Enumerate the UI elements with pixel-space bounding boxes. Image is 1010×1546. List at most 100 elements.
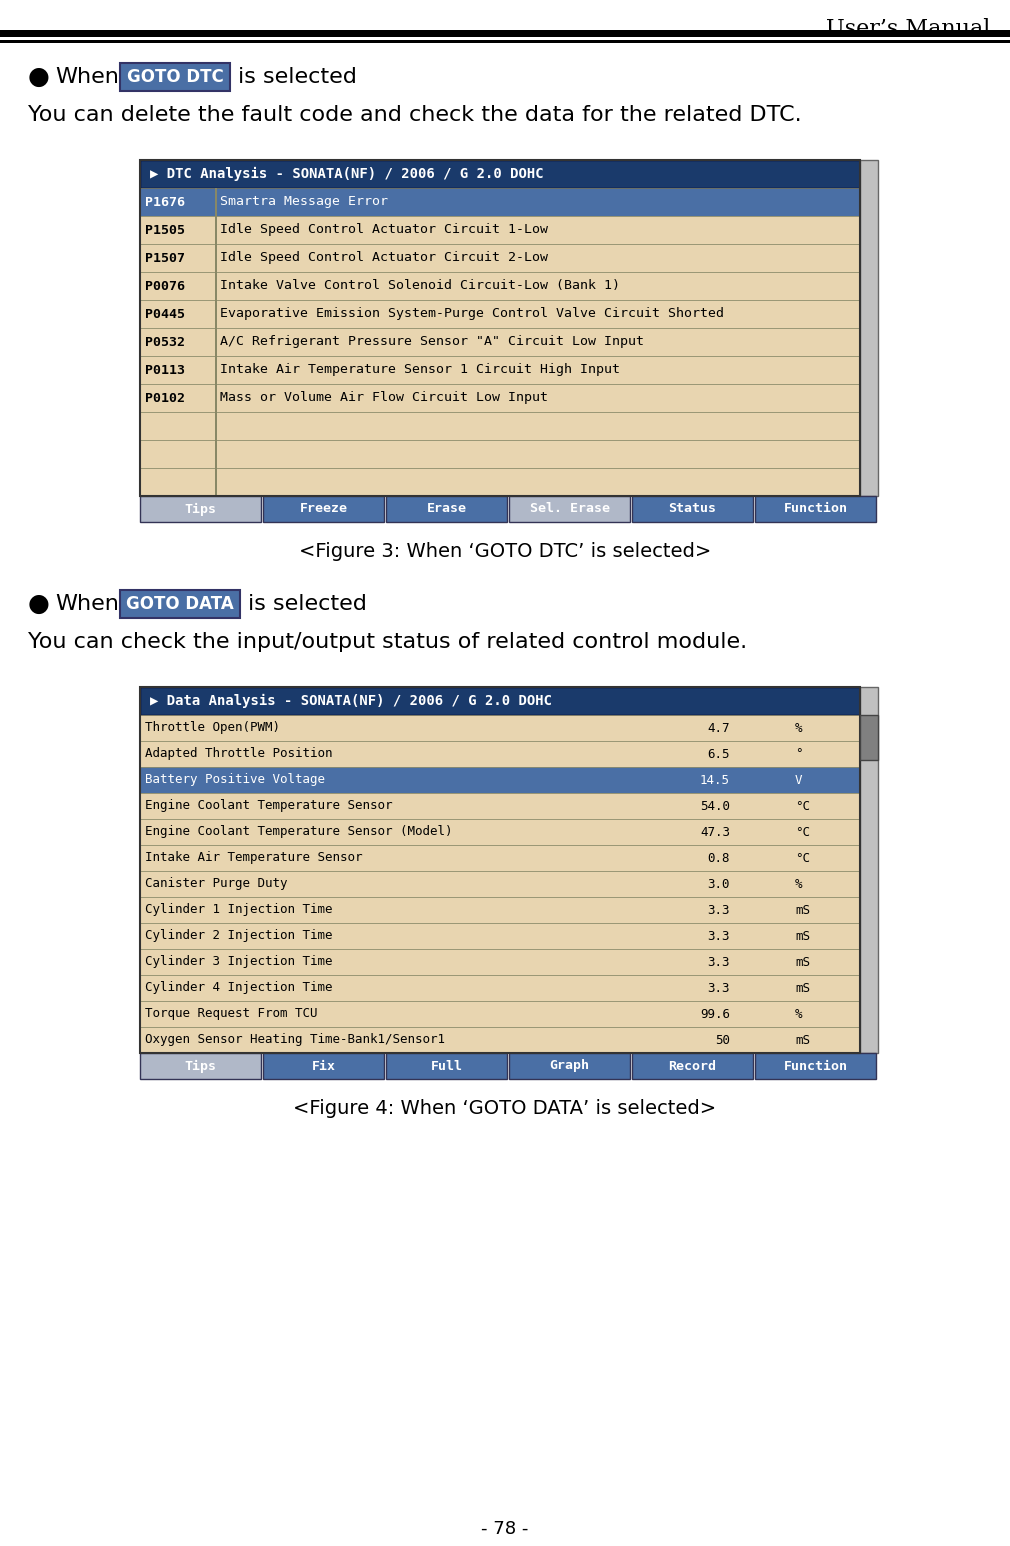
- Text: P0102: P0102: [145, 391, 185, 405]
- Text: Torque Request From TCU: Torque Request From TCU: [145, 1008, 317, 1020]
- Text: Tips: Tips: [185, 502, 216, 515]
- Text: ▶ Data Analysis - SONATA(NF) / 2006 / G 2.0 DOHC: ▶ Data Analysis - SONATA(NF) / 2006 / G …: [150, 694, 552, 708]
- Text: Idle Speed Control Actuator Circuit 1-Low: Idle Speed Control Actuator Circuit 1-Lo…: [220, 224, 548, 237]
- Bar: [140, 846, 860, 870]
- Bar: [263, 496, 384, 523]
- Text: °C: °C: [795, 852, 810, 864]
- Bar: [140, 870, 860, 897]
- Text: P1505: P1505: [145, 224, 185, 237]
- Text: P0532: P0532: [145, 335, 185, 348]
- Text: Tips: Tips: [185, 1059, 216, 1073]
- Text: mS: mS: [795, 903, 810, 917]
- Bar: [140, 356, 860, 383]
- Text: Idle Speed Control Actuator Circuit 2-Low: Idle Speed Control Actuator Circuit 2-Lo…: [220, 252, 548, 264]
- Text: When: When: [55, 594, 119, 614]
- Bar: [140, 1000, 860, 1027]
- Text: Intake Valve Control Solenoid Circuit-Low (Bank 1): Intake Valve Control Solenoid Circuit-Lo…: [220, 280, 620, 292]
- Text: is selected: is selected: [248, 594, 367, 614]
- Text: ●: ●: [28, 592, 49, 615]
- Bar: [860, 714, 878, 761]
- Text: Freeze: Freeze: [300, 502, 347, 515]
- Text: Cylinder 4 Injection Time: Cylinder 4 Injection Time: [145, 982, 332, 994]
- Bar: [140, 1053, 261, 1079]
- Text: %: %: [795, 722, 803, 734]
- Text: 0.8: 0.8: [707, 852, 730, 864]
- Text: Evaporative Emission System-Purge Control Valve Circuit Shorted: Evaporative Emission System-Purge Contro…: [220, 308, 724, 320]
- Text: 3.0: 3.0: [707, 878, 730, 890]
- Bar: [140, 159, 860, 496]
- Bar: [140, 819, 860, 846]
- Text: Fix: Fix: [311, 1059, 335, 1073]
- Bar: [140, 189, 860, 216]
- Text: A/C Refrigerant Pressure Sensor "A" Circuit Low Input: A/C Refrigerant Pressure Sensor "A" Circ…: [220, 335, 644, 348]
- Text: ▶ DTC Analysis - SONATA(NF) / 2006 / G 2.0 DOHC: ▶ DTC Analysis - SONATA(NF) / 2006 / G 2…: [150, 167, 543, 181]
- Bar: [140, 300, 860, 328]
- Bar: [140, 897, 860, 923]
- Bar: [140, 767, 860, 793]
- Text: P1676: P1676: [145, 195, 185, 209]
- Bar: [140, 976, 860, 1000]
- Text: Sel. Erase: Sel. Erase: [529, 502, 609, 515]
- Bar: [140, 949, 860, 976]
- Text: Intake Air Temperature Sensor 1 Circuit High Input: Intake Air Temperature Sensor 1 Circuit …: [220, 363, 620, 377]
- Text: GOTO DTC: GOTO DTC: [126, 68, 223, 87]
- Bar: [0, 29, 1010, 37]
- Text: 6.5: 6.5: [707, 748, 730, 761]
- Text: Engine Coolant Temperature Sensor: Engine Coolant Temperature Sensor: [145, 799, 393, 813]
- Text: 14.5: 14.5: [700, 773, 730, 787]
- Text: mS: mS: [795, 982, 810, 994]
- Bar: [140, 383, 860, 411]
- Text: 3.3: 3.3: [707, 903, 730, 917]
- Text: Mass or Volume Air Flow Circuit Low Input: Mass or Volume Air Flow Circuit Low Inpu…: [220, 391, 548, 405]
- Bar: [0, 40, 1010, 43]
- Bar: [632, 1053, 753, 1079]
- Bar: [140, 441, 860, 468]
- Bar: [509, 1053, 630, 1079]
- Text: 4.7: 4.7: [707, 722, 730, 734]
- Bar: [140, 741, 860, 767]
- Text: 47.3: 47.3: [700, 826, 730, 838]
- Text: 3.3: 3.3: [707, 982, 730, 994]
- Bar: [755, 1053, 876, 1079]
- Text: Graph: Graph: [549, 1059, 590, 1073]
- Text: Engine Coolant Temperature Sensor (Model): Engine Coolant Temperature Sensor (Model…: [145, 826, 452, 838]
- Text: Function: Function: [784, 1059, 847, 1073]
- Bar: [755, 496, 876, 523]
- Text: P0113: P0113: [145, 363, 185, 377]
- Text: Canister Purge Duty: Canister Purge Duty: [145, 878, 288, 890]
- Bar: [140, 244, 860, 272]
- Bar: [140, 411, 860, 441]
- Bar: [386, 496, 507, 523]
- Text: V: V: [795, 773, 803, 787]
- Text: Full: Full: [430, 1059, 463, 1073]
- Text: %: %: [795, 878, 803, 890]
- Bar: [140, 923, 860, 949]
- Bar: [263, 1053, 384, 1079]
- Text: P1507: P1507: [145, 252, 185, 264]
- Text: - 78 -: - 78 -: [482, 1520, 528, 1538]
- Text: You can check the input/output status of related control module.: You can check the input/output status of…: [28, 632, 747, 652]
- Bar: [140, 468, 860, 496]
- Text: P0445: P0445: [145, 308, 185, 320]
- Text: 50: 50: [715, 1033, 730, 1047]
- Text: Intake Air Temperature Sensor: Intake Air Temperature Sensor: [145, 852, 363, 864]
- Text: 3.3: 3.3: [707, 929, 730, 943]
- Text: 99.6: 99.6: [700, 1008, 730, 1020]
- Text: Record: Record: [669, 1059, 716, 1073]
- Bar: [386, 1053, 507, 1079]
- Text: %: %: [795, 1008, 803, 1020]
- Bar: [140, 714, 860, 741]
- Text: °C: °C: [795, 826, 810, 838]
- Text: When: When: [55, 66, 119, 87]
- Text: Battery Positive Voltage: Battery Positive Voltage: [145, 773, 325, 787]
- Text: is selected: is selected: [238, 66, 357, 87]
- Bar: [140, 1027, 860, 1053]
- Bar: [140, 496, 261, 523]
- Text: Oxygen Sensor Heating Time-Bank1/Sensor1: Oxygen Sensor Heating Time-Bank1/Sensor1: [145, 1033, 445, 1047]
- Text: Cylinder 1 Injection Time: Cylinder 1 Injection Time: [145, 903, 332, 917]
- Text: Cylinder 3 Injection Time: Cylinder 3 Injection Time: [145, 955, 332, 968]
- Text: °C: °C: [795, 799, 810, 813]
- Bar: [860, 159, 878, 496]
- Bar: [140, 272, 860, 300]
- Text: User’s Manual: User’s Manual: [825, 19, 990, 40]
